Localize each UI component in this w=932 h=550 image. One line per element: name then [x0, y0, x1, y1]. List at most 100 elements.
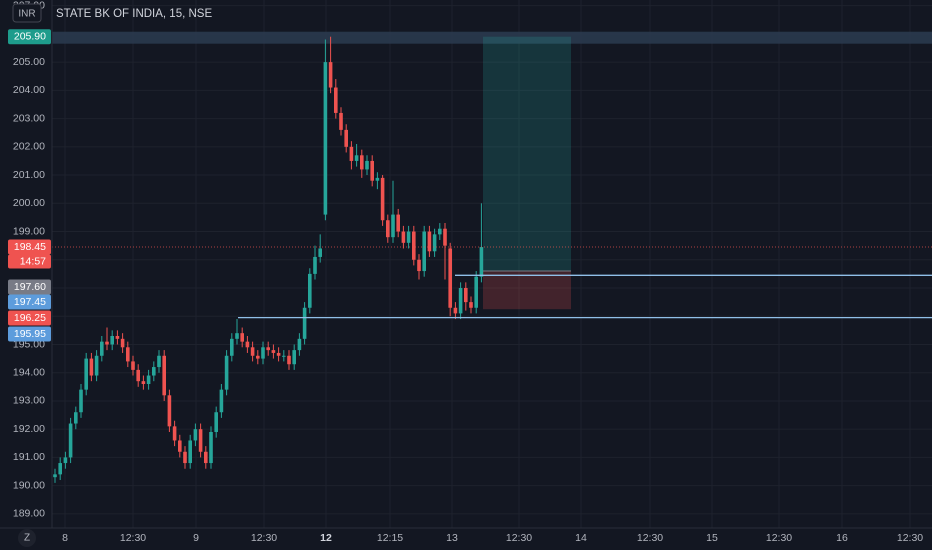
candle-body	[178, 440, 182, 452]
x-tick-label: 12:30	[120, 532, 146, 544]
candle-body	[115, 336, 120, 339]
candle-body	[110, 336, 114, 345]
price-badge-label: 195.95	[14, 328, 46, 340]
candle-body	[266, 347, 270, 351]
x-tick-label: 12:30	[637, 532, 663, 544]
candle-body	[53, 474, 57, 478]
candle-body	[198, 429, 203, 452]
candle-body	[120, 338, 125, 348]
candle-body	[448, 248, 452, 308]
candle-body	[68, 423, 73, 458]
x-tick-label: 9	[193, 532, 199, 544]
y-tick-label: 191.00	[13, 451, 45, 463]
candle-body	[63, 457, 68, 464]
candle-body	[100, 341, 104, 356]
candle-body	[141, 381, 146, 384]
y-tick-label: 204.00	[13, 84, 45, 96]
countdown-badge	[8, 254, 51, 269]
candle-body	[417, 259, 421, 272]
candle-body	[391, 214, 395, 238]
candle-body	[94, 355, 99, 376]
candle-body	[157, 355, 161, 368]
candle-body	[458, 288, 463, 314]
x-tick-label: 12:30	[251, 532, 277, 544]
candle-body	[438, 228, 442, 235]
candle-body	[172, 426, 177, 441]
x-tick-label: 12:30	[506, 532, 532, 544]
candle-body	[240, 333, 244, 342]
x-tick-label: 14	[575, 532, 587, 544]
reset-button[interactable]	[18, 529, 36, 547]
x-tick-label: 12:30	[897, 532, 923, 544]
candle-body	[136, 369, 140, 382]
grid	[52, 0, 932, 528]
candle-body	[406, 231, 411, 243]
candle-body	[167, 395, 172, 427]
candle-body	[334, 87, 338, 113]
loss-zone	[483, 271, 571, 310]
y-tick-label: 193.00	[13, 395, 45, 407]
candle-body	[422, 231, 426, 272]
candle-body	[427, 231, 432, 252]
reset-label[interactable]: Z	[24, 533, 30, 544]
currency: INR	[18, 9, 35, 20]
y-tick-label: 192.00	[13, 423, 45, 435]
candle-body	[162, 355, 166, 396]
y-tick-label: 200.00	[13, 197, 45, 209]
price-badge-label: 197.60	[14, 281, 46, 293]
y-tick-label: 205.00	[13, 56, 45, 68]
candle-body	[318, 248, 322, 257]
candle-body	[443, 228, 447, 246]
candle-body	[464, 288, 468, 303]
candle-body	[261, 347, 265, 359]
candle-body	[152, 367, 156, 376]
x-tick-label: 8	[62, 532, 68, 544]
x-tick-label: 15	[706, 532, 718, 544]
price-badge-label: 197.45	[14, 296, 46, 308]
zones	[52, 31, 932, 310]
levels	[52, 246, 932, 319]
candle-body	[74, 412, 78, 424]
candle-body	[380, 177, 385, 221]
y-tick-label: 189.00	[13, 508, 45, 520]
x-tick-label: 12	[320, 532, 332, 544]
candle-body	[313, 256, 317, 274]
candle-body	[479, 247, 484, 277]
candle-body	[432, 234, 437, 252]
candle-body	[339, 112, 343, 130]
candle-body	[89, 358, 94, 376]
candle-body	[287, 355, 291, 365]
candle-body	[474, 276, 478, 308]
y-tick-label: 199.00	[13, 225, 45, 237]
target-band	[52, 31, 932, 44]
candle-body	[188, 440, 192, 464]
x-tick-label: 16	[836, 532, 848, 544]
candles	[53, 36, 484, 483]
candle-body	[328, 62, 333, 88]
candle-body	[224, 355, 229, 390]
candle-body	[183, 451, 187, 464]
candle-body	[209, 432, 213, 464]
candle-body	[126, 347, 130, 362]
candle-body	[219, 389, 224, 413]
y-tick-label: 201.00	[13, 169, 45, 181]
candle-body	[453, 307, 458, 314]
candle-body	[469, 302, 473, 308]
candle-body	[354, 155, 359, 161]
candle-body	[84, 358, 88, 390]
candle-body	[58, 463, 62, 475]
candle-body	[131, 361, 135, 370]
countdown-label: 14:57	[20, 255, 46, 267]
candle-body	[250, 347, 255, 356]
candle-body	[344, 129, 348, 147]
y-tick-label: 190.00	[13, 479, 45, 491]
y-tick-label: 202.00	[13, 141, 45, 153]
candle-body	[235, 333, 239, 339]
x-tick-label: 12:15	[377, 532, 403, 544]
price-badge	[8, 29, 51, 45]
price-badge-label: 205.90	[14, 30, 46, 42]
candle-body	[256, 355, 260, 359]
profit-zone	[483, 36, 571, 272]
candle-body	[79, 389, 83, 413]
